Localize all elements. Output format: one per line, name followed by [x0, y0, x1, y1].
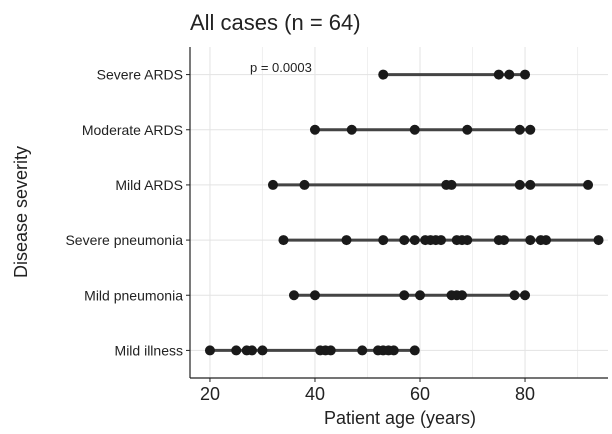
point	[409, 235, 420, 246]
point	[457, 290, 468, 301]
point	[378, 69, 389, 80]
point	[504, 69, 515, 80]
point	[446, 179, 457, 190]
point	[525, 124, 536, 135]
point	[415, 290, 426, 301]
point	[246, 345, 257, 356]
point	[499, 235, 510, 246]
point	[357, 345, 368, 356]
point	[299, 179, 310, 190]
y-tick-label: Mild pneumonia	[84, 287, 183, 303]
y-tick-label: Severe pneumonia	[65, 232, 183, 248]
y-tick-label: Mild illness	[115, 342, 183, 358]
point	[409, 345, 420, 356]
x-tick-label: 80	[515, 384, 535, 404]
point	[462, 235, 473, 246]
point	[509, 290, 520, 301]
point	[525, 179, 536, 190]
point	[231, 345, 242, 356]
point	[309, 124, 320, 135]
point	[593, 235, 604, 246]
point	[325, 345, 336, 356]
point	[399, 290, 410, 301]
x-axis-title: Patient age (years)	[324, 408, 476, 428]
y-tick-label: Severe ARDS	[97, 67, 183, 83]
x-tick-label: 60	[410, 384, 430, 404]
point	[462, 124, 473, 135]
x-tick-label: 20	[200, 384, 220, 404]
point	[204, 345, 215, 356]
point	[493, 69, 504, 80]
point	[409, 124, 420, 135]
point	[278, 235, 289, 246]
chart-title: All cases (n = 64)	[190, 10, 361, 35]
point	[346, 124, 357, 135]
point	[520, 290, 531, 301]
x-tick-label: 40	[305, 384, 325, 404]
point	[388, 345, 399, 356]
point	[514, 179, 525, 190]
point	[541, 235, 552, 246]
point	[583, 179, 594, 190]
point	[399, 235, 410, 246]
point	[525, 235, 536, 246]
annotation: p = 0.0003	[250, 60, 312, 75]
point	[520, 69, 531, 80]
point	[378, 235, 389, 246]
y-tick-label: Mild ARDS	[115, 177, 183, 193]
point	[341, 235, 352, 246]
point	[267, 179, 278, 190]
point	[514, 124, 525, 135]
point	[257, 345, 268, 356]
point	[436, 235, 447, 246]
point	[309, 290, 320, 301]
y-axis-title: Disease severity	[11, 146, 31, 278]
point	[288, 290, 299, 301]
y-tick-label: Moderate ARDS	[82, 122, 183, 138]
